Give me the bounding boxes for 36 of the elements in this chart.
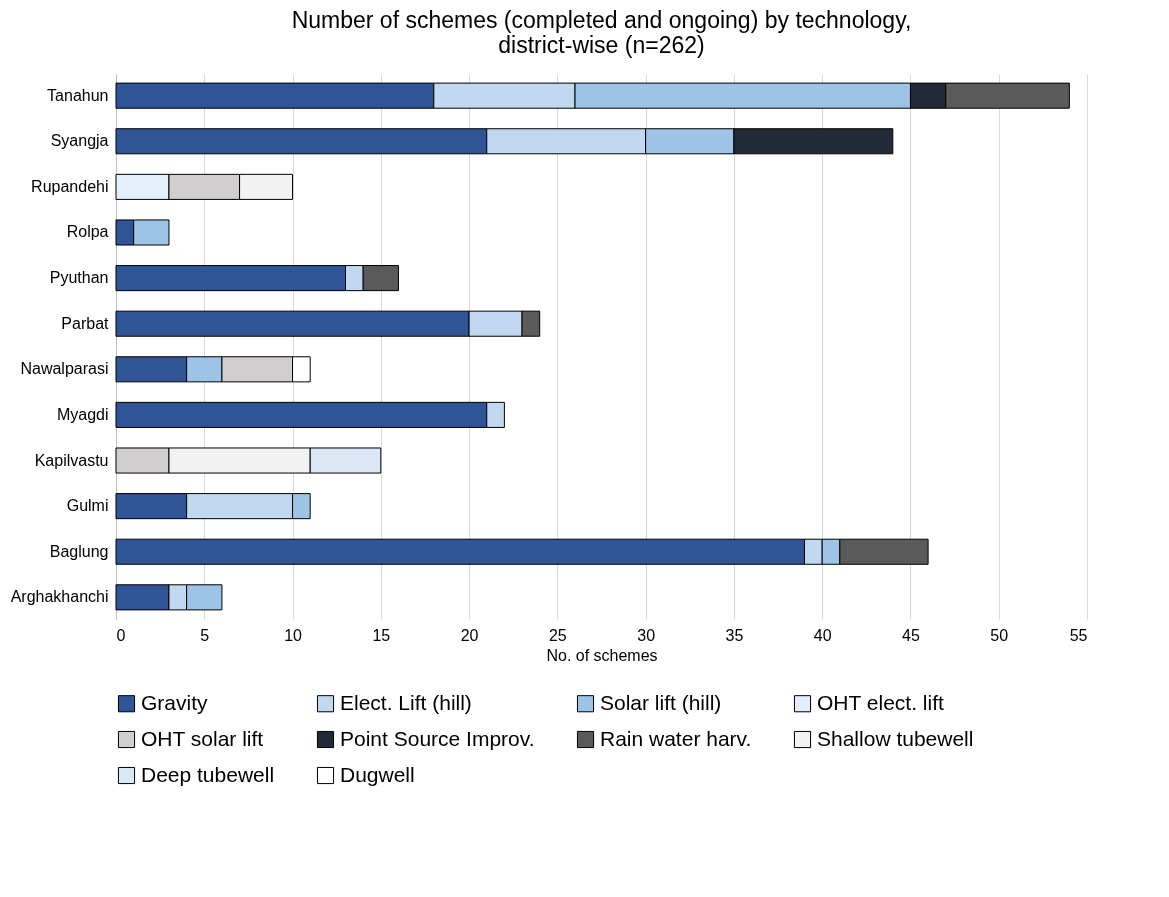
legend-label: Deep tubewell [141, 762, 275, 786]
legend-label: Shallow tubewell [817, 726, 974, 750]
x-tick-label: 40 [813, 626, 832, 644]
legend-label: Elect. Lift (hill) [340, 690, 472, 714]
legend-label: Rain water harv. [600, 726, 752, 750]
y-tick-label: Myagdi [56, 405, 109, 423]
y-tick-label: Tanahun [47, 86, 109, 104]
y-tick-label: Kapilvastu [34, 451, 109, 469]
y-tick-label: Syangja [50, 132, 109, 150]
legend-label: Gravity [141, 690, 209, 714]
y-tick-label: Parbat [61, 314, 110, 332]
legend-label: OHT solar lift [141, 726, 264, 750]
y-tick-label: Baglung [49, 542, 109, 560]
x-tick-label: 5 [200, 626, 210, 644]
y-tick-label: Rupandehi [31, 177, 109, 195]
x-tick-label: 50 [990, 626, 1009, 644]
x-tick-label: 20 [460, 626, 479, 644]
legend-label: Point Source Improv. [340, 726, 535, 750]
y-tick-label: Nawalparasi [20, 360, 109, 378]
x-tick-label: 10 [284, 626, 303, 644]
x-axis-title: No. of schemes [546, 646, 658, 664]
y-tick-label: Rolpa [66, 223, 109, 241]
y-tick-label: Pyuthan [49, 269, 109, 287]
legend-label: OHT elect. lift [817, 690, 944, 714]
x-tick-label: 45 [902, 626, 920, 644]
y-tick-label: Arghakhanchi [10, 588, 109, 606]
chart-title: Number of schemes (completed and ongoing) by technology, district-wise (n=262) [291, 7, 912, 58]
x-tick-label: 55 [1069, 626, 1088, 644]
x-tick-label: 30 [637, 626, 656, 644]
legend-label: Solar lift (hill) [600, 690, 722, 714]
x-tick-label: 0 [116, 626, 126, 644]
x-tick-label: 25 [548, 626, 567, 644]
legend-label: Dugwell [340, 762, 415, 786]
y-tick-label: Gulmi [66, 497, 109, 515]
x-tick-label: 15 [372, 626, 391, 644]
x-tick-label: 35 [725, 626, 744, 644]
